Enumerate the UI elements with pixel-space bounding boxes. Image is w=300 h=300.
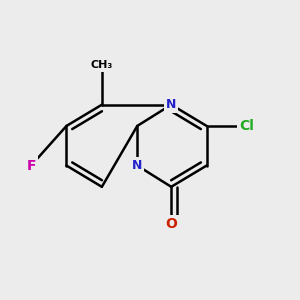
Text: F: F [26, 159, 36, 172]
Text: O: O [165, 217, 177, 231]
Text: N: N [132, 159, 142, 172]
Text: Cl: Cl [239, 119, 254, 133]
Text: CH₃: CH₃ [91, 60, 113, 70]
Text: N: N [166, 98, 176, 111]
